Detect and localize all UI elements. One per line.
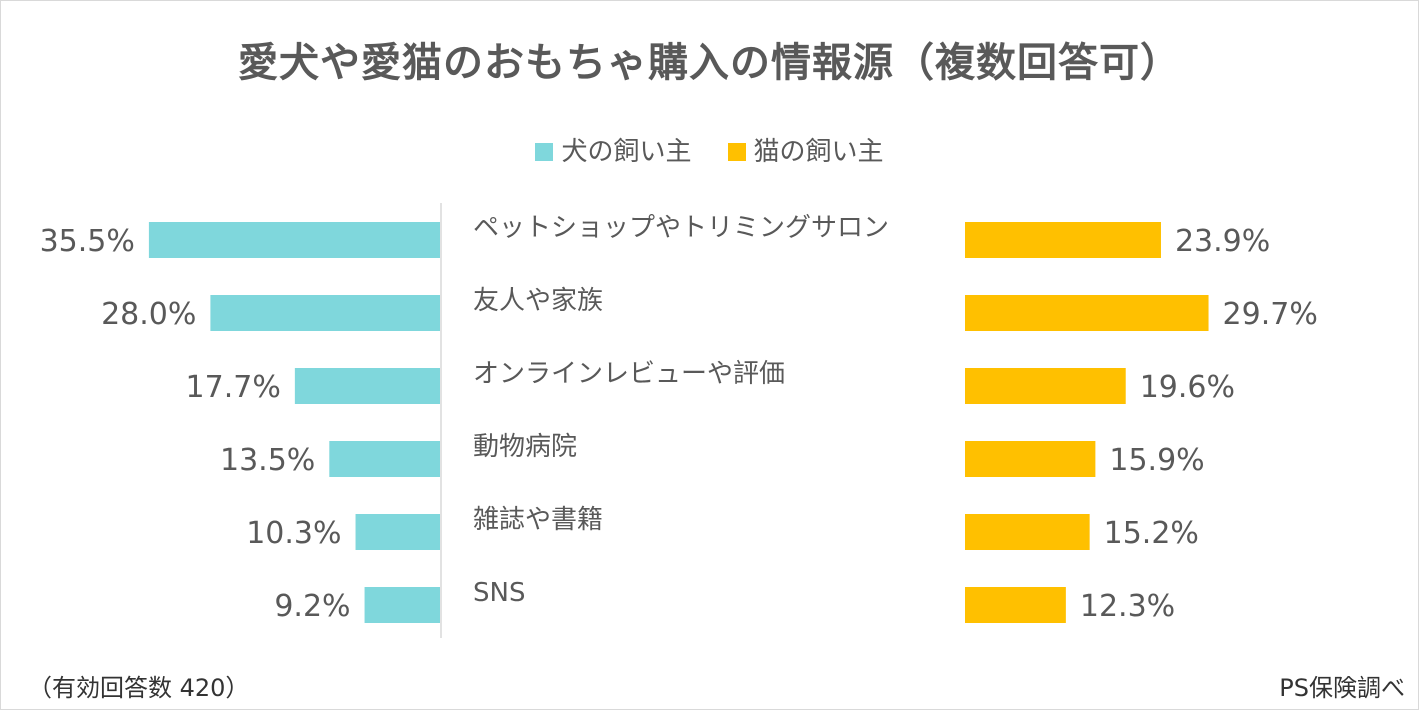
- data-label-cat-3: 15.9%: [1109, 443, 1204, 478]
- data-label-cat-0: 23.9%: [1175, 224, 1270, 259]
- bar-cat-2: [965, 368, 1126, 404]
- data-label-dog-5: 9.2%: [274, 589, 350, 624]
- category-label-1: 友人や家族: [473, 286, 603, 316]
- legend-label-dog: 犬の飼い主: [561, 137, 692, 167]
- bar-dog-0: [148, 222, 440, 258]
- data-label-dog-3: 13.5%: [220, 443, 315, 478]
- data-label-cat-1: 29.7%: [1223, 297, 1318, 332]
- data-label-cat-5: 12.3%: [1080, 589, 1175, 624]
- legend-label-cat: 猫の飼い主: [753, 137, 884, 167]
- legend: 犬の飼い主 猫の飼い主: [0, 131, 1419, 168]
- bar-dog-3: [329, 441, 440, 477]
- sample-size-note: （有効回答数 420）: [28, 674, 250, 702]
- legend-swatch-dog: [535, 142, 554, 161]
- bar-dog-1: [210, 295, 440, 331]
- data-label-dog-2: 17.7%: [186, 370, 281, 405]
- bar-cat-5: [965, 587, 1066, 623]
- category-label-4: 雑誌や書籍: [473, 505, 603, 535]
- data-label-dog-0: 35.5%: [40, 224, 135, 259]
- category-label-3: 動物病院: [473, 432, 577, 462]
- bar-cat-4: [965, 514, 1090, 550]
- source-credit: PS保険調べ: [1279, 674, 1405, 702]
- data-label-cat-2: 19.6%: [1140, 370, 1235, 405]
- bar-cat-1: [965, 295, 1209, 331]
- legend-swatch-cat: [727, 142, 746, 161]
- category-label-5: SNS: [473, 578, 525, 608]
- bar-dog-5: [364, 587, 440, 623]
- legend-item-dog: 犬の飼い主: [535, 131, 692, 168]
- legend-item-cat: 猫の飼い主: [727, 131, 884, 168]
- bar-cat-0: [965, 222, 1161, 258]
- bar-dog-4: [355, 514, 440, 550]
- data-label-dog-4: 10.3%: [246, 516, 341, 551]
- bar-dog-2: [294, 368, 440, 404]
- chart-title: 愛犬や愛猫のおもちゃ購入の情報源（複数回答可）: [238, 40, 1181, 86]
- category-label-2: オンラインレビューや評価: [473, 359, 785, 389]
- data-label-cat-4: 15.2%: [1104, 516, 1199, 551]
- category-label-0: ペットショップやトリミングサロン: [473, 213, 889, 243]
- bar-cat-3: [965, 441, 1096, 477]
- data-label-dog-1: 28.0%: [101, 297, 196, 332]
